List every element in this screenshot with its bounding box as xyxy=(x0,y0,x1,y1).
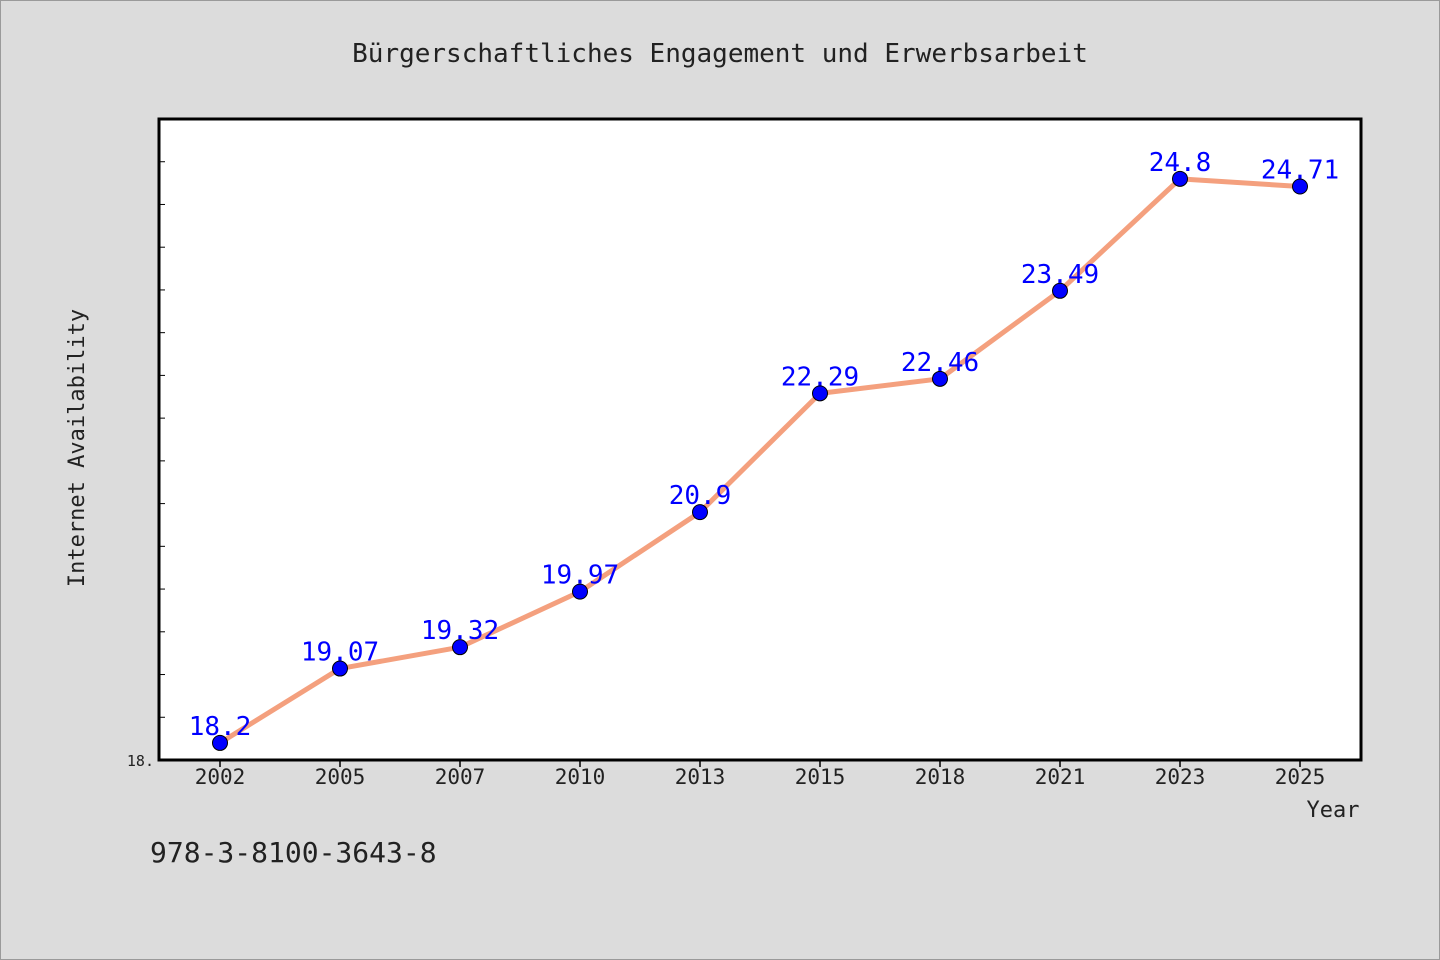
data-label: 19.97 xyxy=(541,561,619,591)
data-label: 24.8 xyxy=(1149,148,1212,178)
data-point xyxy=(572,583,588,600)
y-axis-label: Internet Availability xyxy=(65,309,90,587)
x-tick-label: 2015 xyxy=(795,765,846,789)
data-markers xyxy=(212,170,1308,751)
chart-title: Bürgerschaftliches Engagement und Erwerb… xyxy=(352,39,1088,69)
x-axis-label: Year xyxy=(1307,798,1360,823)
x-tick-label: 2021 xyxy=(1035,765,1086,789)
data-point xyxy=(812,385,828,402)
x-tick-label: 2010 xyxy=(555,765,606,789)
data-labels: 18.2 19.07 19.32 19.97 20.9 22.29 22.46 23.49 24… xyxy=(189,148,1339,742)
data-label: 19.07 xyxy=(301,638,379,668)
x-tick-label: 2018 xyxy=(915,765,966,789)
data-point xyxy=(452,639,468,656)
data-label: 23.49 xyxy=(1021,260,1099,290)
data-label: 18.2 xyxy=(189,712,252,742)
x-tick-label: 2005 xyxy=(315,765,366,789)
x-tick-label: 2002 xyxy=(195,765,246,789)
x-tick-label: 2023 xyxy=(1155,765,1206,789)
data-label: 24.71 xyxy=(1261,156,1339,186)
isbn-text: 978-3-8100-3643-8 xyxy=(150,836,437,869)
series-line xyxy=(217,176,1303,746)
data-point xyxy=(1172,170,1188,187)
data-label: 22.46 xyxy=(901,348,979,378)
x-tick-label: 2007 xyxy=(435,765,486,789)
plot-area xyxy=(157,117,1363,762)
y-axis-ticks xyxy=(159,161,165,761)
x-axis-ticks xyxy=(219,760,1301,767)
data-label: 20.9 xyxy=(669,481,732,511)
x-axis-tick-labels: 2002 2005 2007 2010 2013 2015 2018 2021 2023 2025 xyxy=(195,765,1326,789)
x-tick-label: 2025 xyxy=(1275,765,1326,789)
data-point xyxy=(932,370,948,387)
y-tick-label-min: 18. xyxy=(127,752,154,770)
data-point xyxy=(1292,178,1308,195)
data-point xyxy=(332,660,348,677)
data-point xyxy=(212,734,228,751)
data-label: 19.32 xyxy=(421,616,499,646)
data-point xyxy=(1052,282,1068,299)
data-label: 22.29 xyxy=(781,362,859,392)
x-tick-label: 2013 xyxy=(675,765,726,789)
data-point xyxy=(692,504,708,521)
